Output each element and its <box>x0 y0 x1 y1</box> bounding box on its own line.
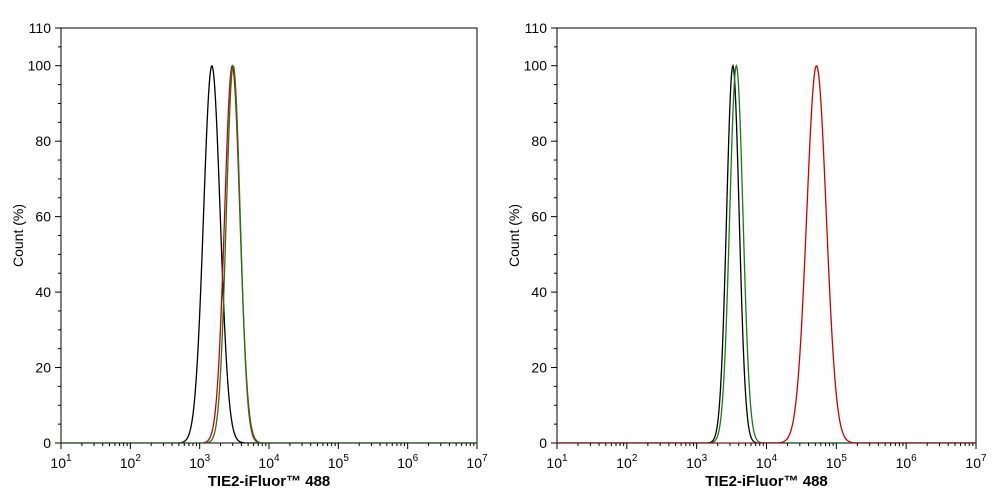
y-tick-label: 60 <box>35 209 51 225</box>
y-tick-label: 100 <box>524 58 548 74</box>
x-tick-label: 106 <box>397 453 419 471</box>
y-tick-label: 20 <box>35 360 51 376</box>
plot-frame <box>556 27 977 444</box>
x-tick-label: 104 <box>756 453 778 471</box>
y-axis-title: Count (%) <box>10 204 26 267</box>
x-tick-label: 103 <box>686 453 708 471</box>
chart-panel-1: 0 20 40 60 80 100 110 101 102 103 104 105 106 107 TIE2… <box>10 20 488 490</box>
y-axis-title: Count (%) <box>506 204 522 267</box>
y-tick-label: 110 <box>29 20 52 36</box>
histogram-curve-2 <box>61 64 477 443</box>
histogram-curve-3 <box>557 65 976 443</box>
histogram-curve-1 <box>557 63 976 443</box>
x-tick-label: 102 <box>120 453 142 471</box>
x-tick-label: 103 <box>189 453 211 471</box>
x-tick-label: 107 <box>965 453 987 471</box>
y-tick-label: 60 <box>531 209 547 225</box>
x-tick-label: 104 <box>258 453 280 471</box>
y-tick-label: 40 <box>531 284 547 300</box>
x-tick-label: 101 <box>50 453 72 471</box>
x-axis-title: TIE2-iFluor™ 488 <box>208 473 331 490</box>
y-tick-label: 20 <box>531 360 547 376</box>
histogram-curve-2 <box>557 63 976 443</box>
x-tick-label: 101 <box>546 453 568 471</box>
histogram-curve-1 <box>61 65 477 443</box>
chart-panel-2: 0 20 40 60 80 100 110 101 102 103 104 105 106 107 TIE2… <box>506 20 987 490</box>
y-tick-label: 40 <box>35 284 51 300</box>
x-tick-label: 102 <box>616 453 638 471</box>
plot-frame <box>60 27 478 444</box>
y-tick-label: 100 <box>28 58 52 74</box>
x-tick-label: 105 <box>826 453 848 471</box>
y-tick-label: 0 <box>43 435 51 451</box>
x-tick-label: 107 <box>466 453 488 471</box>
y-tick-label: 0 <box>539 435 547 451</box>
y-tick-label: 80 <box>35 133 51 149</box>
x-axis-title: TIE2-iFluor™ 488 <box>705 473 828 490</box>
y-tick-label: 80 <box>531 133 547 149</box>
x-tick-label: 105 <box>328 453 350 471</box>
x-tick-label: 106 <box>896 453 918 471</box>
y-tick-label: 110 <box>525 20 548 36</box>
histogram-curve-3 <box>61 65 477 443</box>
